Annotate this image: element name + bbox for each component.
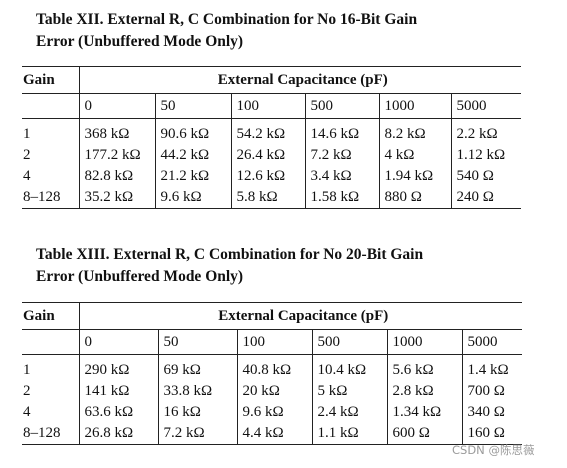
table-row: 8–128 35.2 kΩ 9.6 kΩ 5.8 kΩ 1.58 kΩ 880 … bbox=[22, 187, 521, 209]
table-cell: 10.4 kΩ bbox=[312, 360, 388, 381]
table-cell: 12.6 kΩ bbox=[231, 166, 306, 187]
table-cell: 1.12 kΩ bbox=[456, 147, 506, 163]
table-cell: 240 Ω bbox=[451, 187, 521, 209]
gain-cell: 2 bbox=[22, 381, 80, 402]
cap-value: 100 bbox=[231, 93, 306, 119]
table-cell: 69 kΩ bbox=[158, 360, 238, 381]
table-cell: 54.2 kΩ bbox=[231, 124, 306, 145]
table-cell: 540 Ω bbox=[456, 168, 494, 184]
table-cell: 5.6 kΩ bbox=[387, 360, 463, 381]
cap-value: 0 bbox=[79, 93, 156, 119]
table-row: 1 290 kΩ 69 kΩ 40.8 kΩ 10.4 kΩ 5.6 kΩ 1.… bbox=[22, 360, 522, 381]
table-cell: 5.8 kΩ bbox=[231, 187, 306, 209]
table-cell: 16 kΩ bbox=[158, 402, 238, 423]
cap-value: 1000 bbox=[379, 93, 452, 119]
table-xiii-title: Table XIII. External R, C Combination fo… bbox=[36, 244, 423, 288]
table-cell: 33.8 kΩ bbox=[158, 381, 238, 402]
gain-header: Gain bbox=[22, 66, 80, 94]
cap-value: 0 bbox=[79, 329, 159, 355]
table-cell: 600 Ω bbox=[387, 423, 463, 445]
table-cell: 20 kΩ bbox=[237, 381, 313, 402]
table-cell: 8.2 kΩ bbox=[379, 124, 452, 145]
table-cell: 44.2 kΩ bbox=[155, 145, 232, 166]
table-cell: 35.2 kΩ bbox=[79, 187, 156, 209]
table-xii-title: Table XII. External R, C Combination for… bbox=[36, 9, 417, 53]
table-title-line1: Table XII. External R, C Combination for… bbox=[36, 11, 418, 28]
table-cell: 1.1 kΩ bbox=[312, 423, 388, 445]
table-cell: 9.6 kΩ bbox=[155, 187, 232, 209]
table-cell: 2.8 kΩ bbox=[387, 381, 463, 402]
cap-value: 500 bbox=[312, 329, 388, 355]
table-row: 1 368 kΩ 90.6 kΩ 54.2 kΩ 14.6 kΩ 8.2 kΩ … bbox=[22, 124, 521, 145]
table-cell: 3.4 kΩ bbox=[305, 166, 380, 187]
table-cell: 21.2 kΩ bbox=[155, 166, 232, 187]
table-cell: 1.4 kΩ bbox=[467, 362, 509, 378]
capacitance-header: External Capacitance (pF) bbox=[79, 66, 521, 94]
table-cell: 9.6 kΩ bbox=[237, 402, 313, 423]
table-cell: 40.8 kΩ bbox=[237, 360, 313, 381]
gain-header: Gain bbox=[22, 302, 80, 330]
cap-value: 100 bbox=[237, 329, 313, 355]
table-cell: 63.6 kΩ bbox=[79, 402, 159, 423]
cap-value: 50 bbox=[155, 93, 232, 119]
table-cell: 7.2 kΩ bbox=[158, 423, 238, 445]
table-cell: 1.34 kΩ bbox=[387, 402, 463, 423]
table-cell: 26.4 kΩ bbox=[231, 145, 306, 166]
table-cell: 82.8 kΩ bbox=[79, 166, 156, 187]
table-row: 4 82.8 kΩ 21.2 kΩ 12.6 kΩ 3.4 kΩ 1.94 kΩ… bbox=[22, 166, 521, 187]
table-cell: 4 kΩ bbox=[379, 145, 452, 166]
table-row: 4 63.6 kΩ 16 kΩ 9.6 kΩ 2.4 kΩ 1.34 kΩ 34… bbox=[22, 402, 522, 423]
table-row: 2 177.2 kΩ 44.2 kΩ 26.4 kΩ 7.2 kΩ 4 kΩ 1… bbox=[22, 145, 521, 166]
gain-cell: 8–128 bbox=[22, 187, 80, 209]
table-cell: 14.6 kΩ bbox=[305, 124, 380, 145]
cap-value: 1000 bbox=[387, 329, 463, 355]
table-title-line2: Error (Unbuffered Mode Only) bbox=[36, 33, 244, 50]
table-cell: 26.8 kΩ bbox=[79, 423, 159, 445]
watermark: CSDN @陈思薇 bbox=[452, 443, 535, 457]
gain-cell: 2 bbox=[22, 145, 80, 166]
gain-cell: 1 bbox=[22, 360, 80, 381]
table-cell: 1.94 kΩ bbox=[379, 166, 452, 187]
capacitance-header: External Capacitance (pF) bbox=[79, 302, 522, 330]
cap-value: 50 bbox=[158, 329, 238, 355]
empty-cell bbox=[22, 329, 80, 355]
cap-value: 5000 bbox=[462, 329, 522, 355]
table-cell: 880 Ω bbox=[379, 187, 452, 209]
table-title-line1: Table XIII. External R, C Combination fo… bbox=[36, 246, 424, 263]
table-xii: Gain External Capacitance (pF) 0 50 100 … bbox=[22, 66, 521, 209]
table-cell: 340 Ω bbox=[467, 404, 505, 420]
cap-value: 500 bbox=[305, 93, 380, 119]
table-title-line2: Error (Unbuffered Mode Only) bbox=[36, 268, 244, 285]
table-cell: 177.2 kΩ bbox=[79, 145, 156, 166]
gain-cell: 4 bbox=[22, 402, 80, 423]
table-cell: 7.2 kΩ bbox=[305, 145, 380, 166]
table-row: 8–128 26.8 kΩ 7.2 kΩ 4.4 kΩ 1.1 kΩ 600 Ω… bbox=[22, 423, 522, 445]
table-cell: 2.4 kΩ bbox=[312, 402, 388, 423]
table-cell: 1.58 kΩ bbox=[305, 187, 380, 209]
table-cell: 2.2 kΩ bbox=[456, 126, 498, 142]
gain-cell: 8–128 bbox=[22, 423, 80, 445]
table-cell: 141 kΩ bbox=[79, 381, 159, 402]
table-cell: 368 kΩ bbox=[79, 124, 156, 145]
table-cell: 160 Ω bbox=[462, 423, 522, 445]
table-cell: 5 kΩ bbox=[312, 381, 388, 402]
table-cell: 700 Ω bbox=[467, 383, 505, 399]
table-cell: 290 kΩ bbox=[79, 360, 159, 381]
table-cell: 4.4 kΩ bbox=[237, 423, 313, 445]
table-cell: 90.6 kΩ bbox=[155, 124, 232, 145]
empty-cell bbox=[22, 93, 80, 119]
cap-value: 5000 bbox=[451, 93, 521, 119]
table-row: 2 141 kΩ 33.8 kΩ 20 kΩ 5 kΩ 2.8 kΩ 700 Ω bbox=[22, 381, 522, 402]
gain-cell: 1 bbox=[22, 124, 80, 145]
gain-cell: 4 bbox=[22, 166, 80, 187]
table-xiii: Gain External Capacitance (pF) 0 50 100 … bbox=[22, 302, 522, 445]
